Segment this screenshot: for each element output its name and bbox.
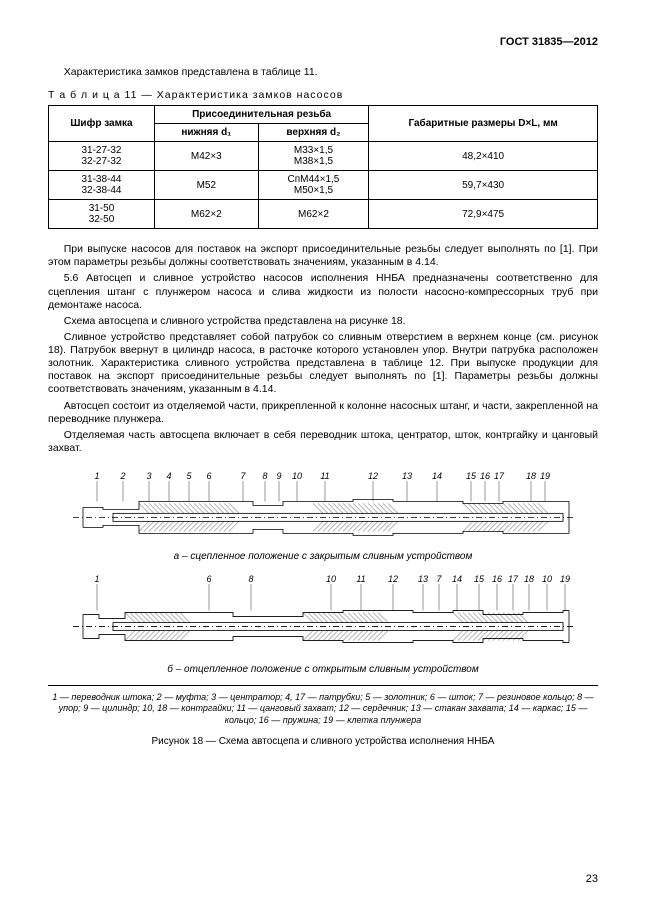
svg-text:17: 17 — [508, 574, 519, 584]
th-dims: Габаритные размеры D×L, мм — [369, 106, 598, 142]
figure-18b-subcaption: б – отцепленное положение с открытым сли… — [48, 664, 598, 675]
svg-text:14: 14 — [432, 471, 442, 481]
svg-text:14: 14 — [452, 574, 462, 584]
svg-text:16: 16 — [492, 574, 502, 584]
svg-text:7: 7 — [240, 471, 246, 481]
svg-text:12: 12 — [368, 471, 378, 481]
svg-text:17: 17 — [494, 471, 505, 481]
para-5: Автосцеп состоит из отделяемой части, пр… — [48, 400, 598, 426]
svg-text:15: 15 — [474, 574, 485, 584]
document-code: ГОСТ 31835—2012 — [48, 36, 598, 48]
figure-18-legend: 1 — переводник штока; 2 — муфта; 3 — цен… — [48, 685, 598, 726]
svg-text:3: 3 — [146, 471, 151, 481]
intro-line: Характеристика замков представлена в таб… — [48, 66, 598, 79]
table-row: 31-5032-50М62×2М62×272,9×475 — [49, 200, 598, 229]
svg-text:5: 5 — [186, 471, 192, 481]
figure-18a-subcaption: а – сцепленное положение с закрытым слив… — [48, 551, 598, 562]
svg-text:4: 4 — [166, 471, 171, 481]
svg-text:1: 1 — [94, 574, 99, 584]
svg-text:10: 10 — [292, 471, 302, 481]
para-6: Отделяемая часть автосцепа включает в се… — [48, 429, 598, 455]
para-1: При выпуске насосов для поставок на эксп… — [48, 243, 598, 269]
svg-text:9: 9 — [276, 471, 281, 481]
table11-caption: Т а б л и ц а 11 — Характеристика замков… — [48, 89, 598, 101]
svg-text:1: 1 — [94, 471, 99, 481]
svg-text:15: 15 — [466, 471, 477, 481]
th-code: Шифр замка — [49, 106, 155, 142]
svg-text:12: 12 — [388, 574, 398, 584]
svg-text:11: 11 — [320, 471, 329, 481]
th-lower: нижняя d₁ — [154, 124, 258, 142]
svg-text:8: 8 — [248, 574, 253, 584]
table11: Шифр замка Присоединительная резьба Габа… — [48, 105, 598, 229]
svg-text:16: 16 — [480, 471, 490, 481]
svg-text:7: 7 — [436, 574, 442, 584]
svg-text:8: 8 — [262, 471, 267, 481]
para-4: Сливное устройство представляет собой па… — [48, 331, 598, 397]
svg-text:6: 6 — [206, 574, 211, 584]
svg-text:10: 10 — [326, 574, 336, 584]
table-row: 31-27-3232-27-32М42×3М33×1,5М38×1,548,2×… — [49, 142, 598, 171]
svg-text:13: 13 — [402, 471, 412, 481]
svg-text:19: 19 — [540, 471, 550, 481]
svg-text:19: 19 — [560, 574, 570, 584]
svg-text:18: 18 — [526, 471, 536, 481]
table-row: 31-38-4432-38-44М52СпМ44×1,5М50×1,559,7×… — [49, 171, 598, 200]
svg-text:18: 18 — [524, 574, 534, 584]
svg-text:11: 11 — [356, 574, 365, 584]
page-number: 23 — [586, 873, 598, 885]
svg-text:13: 13 — [418, 574, 428, 584]
svg-text:2: 2 — [119, 471, 125, 481]
figure-18a-diagram: 12345678910111213141516171819 — [53, 469, 593, 547]
figure-18: 12345678910111213141516171819 а – сцепле… — [48, 469, 598, 747]
svg-text:6: 6 — [206, 471, 211, 481]
figure-18-caption: Рисунок 18 — Схема автосцепа и сливного … — [48, 736, 598, 747]
svg-text:10: 10 — [542, 574, 552, 584]
figure-18b-diagram: 16810111213714151617181019 — [53, 572, 593, 660]
para-2: 5.6 Автосцеп и сливное устройство насосо… — [48, 272, 598, 311]
th-upper: верхняя d₂ — [258, 124, 369, 142]
th-thread-group: Присоединительная резьба — [154, 106, 368, 124]
para-3: Схема автосцепа и сливного устройства пр… — [48, 315, 598, 328]
